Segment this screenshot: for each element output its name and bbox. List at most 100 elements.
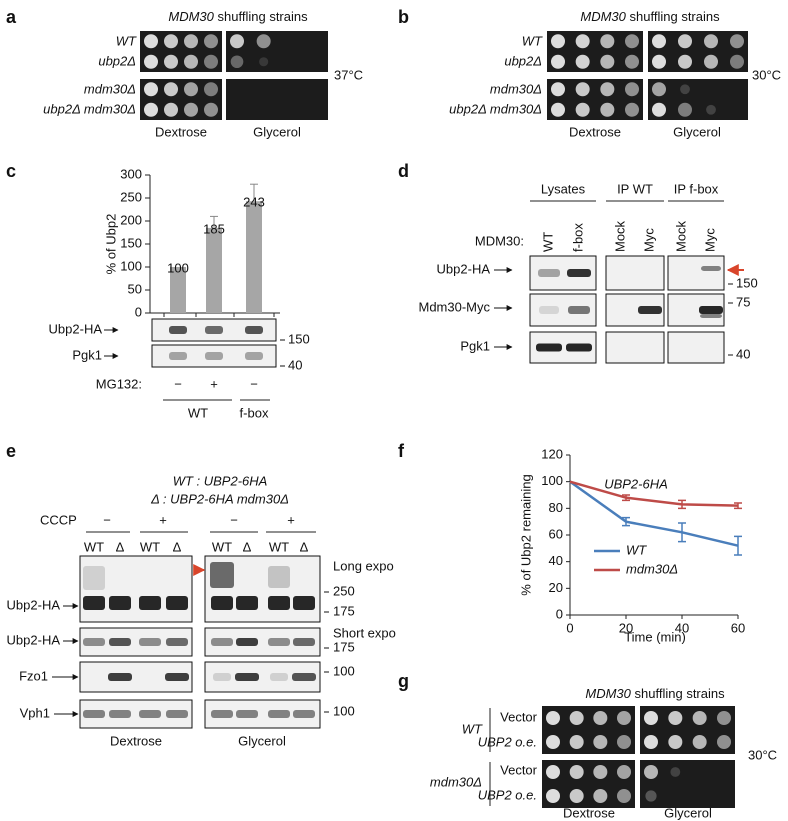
blot-band <box>638 306 662 314</box>
blot-band <box>108 673 132 681</box>
colony-spot <box>575 102 590 117</box>
error-bar <box>734 535 742 556</box>
series-line <box>569 480 739 547</box>
group-label: Lysates <box>541 181 586 196</box>
blot-band <box>236 710 258 718</box>
y-tick-label: 150 <box>120 235 142 250</box>
error-bar <box>250 183 258 202</box>
strain-label: WT <box>522 33 543 48</box>
colony-spot <box>546 789 560 803</box>
strain-label: ubp2Δ mdm30Δ <box>449 101 542 116</box>
lane-label: Mock <box>673 220 688 252</box>
blot-band <box>568 306 590 314</box>
colony-spot <box>144 82 158 97</box>
colony-spot <box>600 34 615 49</box>
blot-band <box>205 326 223 334</box>
colony-spot <box>551 102 565 117</box>
colony-spot <box>678 102 692 117</box>
colony-spot <box>204 54 218 69</box>
colony-spot <box>569 789 584 803</box>
colony-spot <box>164 82 178 97</box>
y-tick-label: 80 <box>549 500 563 515</box>
legend-label: mdm30Δ <box>626 561 678 576</box>
blot-band <box>538 269 560 277</box>
strain-label: mdm30Δ <box>490 81 542 96</box>
colony-spot <box>600 82 615 97</box>
colony-spot <box>575 34 590 49</box>
legend-text: Δ : UBP2-6HA mdm30Δ <box>150 491 289 506</box>
lane-label: WT <box>212 539 232 554</box>
series-line <box>569 480 739 507</box>
marker-label: 40 <box>736 346 750 361</box>
colony-spot <box>692 711 707 725</box>
treatment: + <box>159 512 167 527</box>
colony-spot <box>678 54 692 69</box>
y-tick-label: 50 <box>128 281 142 296</box>
colony-spot <box>600 102 615 117</box>
title-gene: MDM30 <box>168 9 214 24</box>
marker-label: 150 <box>736 275 758 290</box>
colony-spot <box>617 711 631 725</box>
colony-spot <box>668 711 683 725</box>
treatment-label: CCCP <box>40 512 77 527</box>
colony-spot <box>730 34 744 49</box>
treatment: − <box>174 376 182 391</box>
x-tick-label: 40 <box>675 620 689 635</box>
blot-band <box>701 266 721 271</box>
treatment: + <box>287 512 295 527</box>
blot-band <box>566 343 592 352</box>
colony-spot <box>569 735 584 749</box>
blot-band <box>109 596 131 610</box>
error-bar <box>678 499 686 510</box>
strain-label: ubp2Δ mdm30Δ <box>43 101 136 116</box>
blot <box>667 255 725 291</box>
chart-title: UBP2-6HA <box>604 476 668 491</box>
colony-spot <box>704 54 718 69</box>
value-label: 243 <box>243 195 265 210</box>
bar <box>246 201 262 313</box>
y-tick-label: 100 <box>120 258 142 273</box>
blot-band <box>268 596 290 610</box>
legend-text: WT : UBP2-6HA <box>173 473 268 488</box>
y-tick-label: 60 <box>549 526 563 541</box>
colony-spot <box>717 711 731 725</box>
medium-label: Glycerol <box>253 124 301 139</box>
blot-band <box>211 638 233 646</box>
colony-spot <box>144 34 158 49</box>
colony-spot <box>680 84 690 95</box>
y-tick-label: 200 <box>120 212 142 227</box>
y-tick-label: 120 <box>541 446 563 461</box>
treatment: + <box>210 376 218 391</box>
colony-spot <box>184 82 198 97</box>
construct-label: Vector <box>500 709 538 724</box>
colony-spot <box>164 102 178 117</box>
group-label: WT <box>188 405 208 420</box>
y-tick-label: 250 <box>120 189 142 204</box>
colony-spot <box>717 735 731 749</box>
colony-spot <box>625 54 639 69</box>
lane-label: WT <box>140 539 160 554</box>
colony-spot <box>652 34 666 49</box>
blot <box>529 293 597 327</box>
marker-label: 40 <box>288 357 302 372</box>
colony-spot <box>546 765 560 779</box>
panel-letter: b <box>398 7 409 27</box>
lane-label: f-box <box>570 223 585 252</box>
blot-label: Vph1 <box>20 705 50 720</box>
blot-label: Ubp2-HA <box>7 597 61 612</box>
strain-label: WT <box>116 33 137 48</box>
construct-label: Vector <box>500 762 538 777</box>
colony-spot <box>144 102 158 117</box>
colony-spot <box>546 711 560 725</box>
x-tick-label: 20 <box>619 620 633 635</box>
colony-spot <box>184 102 198 117</box>
blot-band <box>83 638 105 646</box>
panel-title: MDM30 shuffling strains <box>585 686 725 701</box>
group-label: IP f-box <box>674 181 719 196</box>
blot-band <box>109 638 131 646</box>
colony-spot <box>184 34 198 49</box>
panel-letter: d <box>398 161 409 181</box>
error-bar <box>734 502 742 510</box>
lane-label: WT <box>84 539 104 554</box>
blot-label: Pgk1 <box>460 338 490 353</box>
